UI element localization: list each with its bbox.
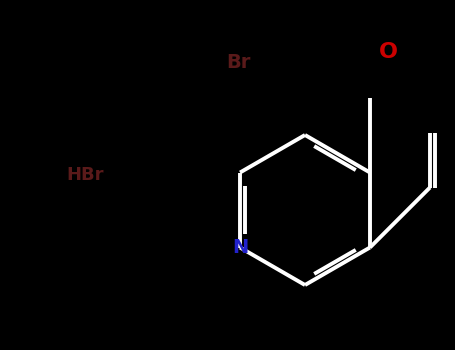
Text: HBr: HBr [66, 166, 104, 184]
Text: N: N [232, 238, 248, 257]
Text: O: O [379, 42, 398, 62]
Text: Br: Br [226, 52, 250, 71]
